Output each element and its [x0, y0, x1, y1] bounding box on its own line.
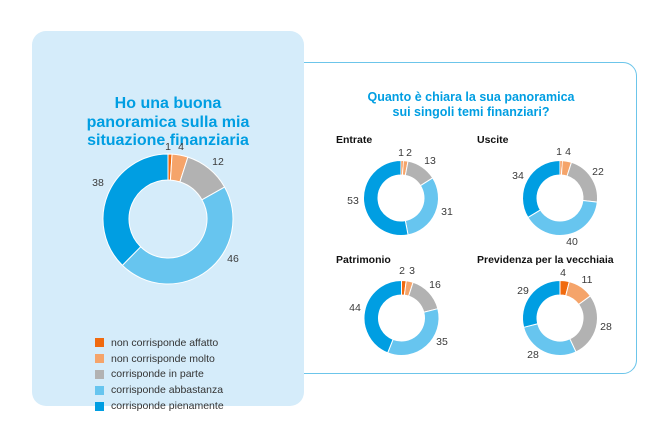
donut-chart-previdenza: 4 11 28 28 29 — [517, 267, 612, 361]
legend-label: corrisponde pienamente — [111, 400, 224, 413]
donut-chart-summary: 1 4 12 46 38 — [92, 141, 239, 285]
data-label: 16 — [429, 279, 441, 291]
data-label: 4 — [560, 267, 566, 279]
legend-item: corrisponde abbastanza — [95, 382, 224, 398]
data-label: 28 — [527, 349, 539, 361]
legend-label: non corrisponde affatto — [111, 336, 219, 349]
summary-title-line: situazione finanziaria — [87, 132, 249, 149]
data-label: 1 — [398, 147, 404, 159]
data-label: 12 — [212, 156, 224, 168]
chart-title-patrimonio: Patrimonio — [336, 254, 391, 266]
data-label: 44 — [349, 302, 361, 314]
data-label: 2 — [406, 147, 412, 159]
summary-title-line: Ho una buona — [114, 95, 222, 112]
donut-segment — [102, 153, 169, 267]
data-label: 35 — [436, 336, 448, 348]
chart-title-uscite: Uscite — [477, 134, 509, 146]
legend-swatch — [95, 401, 104, 411]
data-label: 22 — [592, 166, 604, 178]
donut-segment — [121, 186, 234, 285]
data-label: 4 — [565, 146, 571, 158]
data-label: 38 — [92, 177, 104, 189]
donut-segment — [522, 159, 561, 219]
legend-swatch — [95, 354, 104, 364]
data-label: 46 — [227, 253, 239, 265]
data-label: 31 — [441, 206, 453, 218]
donut-chart-entrate: 1 2 13 31 53 — [347, 147, 453, 236]
chart-title-previdenza: Previdenza per la vecchiaia — [477, 254, 614, 266]
legend: non corrisponde affatto non corrisponde … — [95, 335, 224, 414]
data-label: 29 — [517, 285, 529, 297]
data-label: 1 — [165, 141, 171, 153]
data-label: 34 — [512, 170, 524, 182]
data-label: 2 — [399, 265, 405, 277]
data-label: 11 — [582, 274, 593, 286]
donut-segment — [404, 177, 439, 236]
legend-item: non corrisponde molto — [95, 351, 224, 367]
data-label: 40 — [566, 236, 578, 248]
summary-title-line: panoramica sulla mia — [86, 113, 250, 131]
data-label: 4 — [178, 141, 184, 153]
detail-title-line: sui singoli temi finanziari? — [392, 105, 550, 119]
legend-item: corrisponde in parte — [95, 367, 224, 383]
legend-item: non corrisponde affatto — [95, 335, 224, 351]
data-label: 13 — [424, 155, 436, 167]
donut-segment — [569, 295, 598, 353]
chart-title-entrate: Entrate — [336, 134, 373, 146]
donut-chart-patrimonio: 2 3 16 35 44 — [349, 265, 448, 356]
legend-item: corrisponde pienamente — [95, 398, 224, 414]
donut-segment — [387, 308, 440, 356]
legend-swatch — [95, 369, 104, 379]
summary-panel: Ho una buona panoramica sulla mia situaz… — [32, 31, 304, 412]
summary-title: Ho una buona panoramica sulla mia situaz… — [32, 95, 304, 151]
legend-swatch — [95, 338, 104, 348]
data-label: 28 — [600, 321, 612, 333]
legend-label: corrisponde abbastanza — [111, 384, 224, 397]
donut-segment — [363, 159, 409, 236]
donut-segment — [522, 279, 561, 328]
donut-chart-uscite: 1 4 22 40 34 — [512, 146, 604, 248]
data-label: 1 — [556, 146, 562, 158]
legend-swatch — [95, 385, 104, 395]
legend-label: corrisponde in parte — [111, 368, 204, 381]
data-label: 3 — [409, 265, 415, 277]
detail-title-line: Quanto è chiara la sua panoramica — [367, 90, 575, 104]
detail-title: Quanto è chiara la sua panoramica sui si… — [304, 90, 638, 120]
legend-label: non corrisponde molto — [111, 352, 215, 365]
data-label: 53 — [347, 195, 359, 207]
donut-segment — [363, 279, 402, 354]
